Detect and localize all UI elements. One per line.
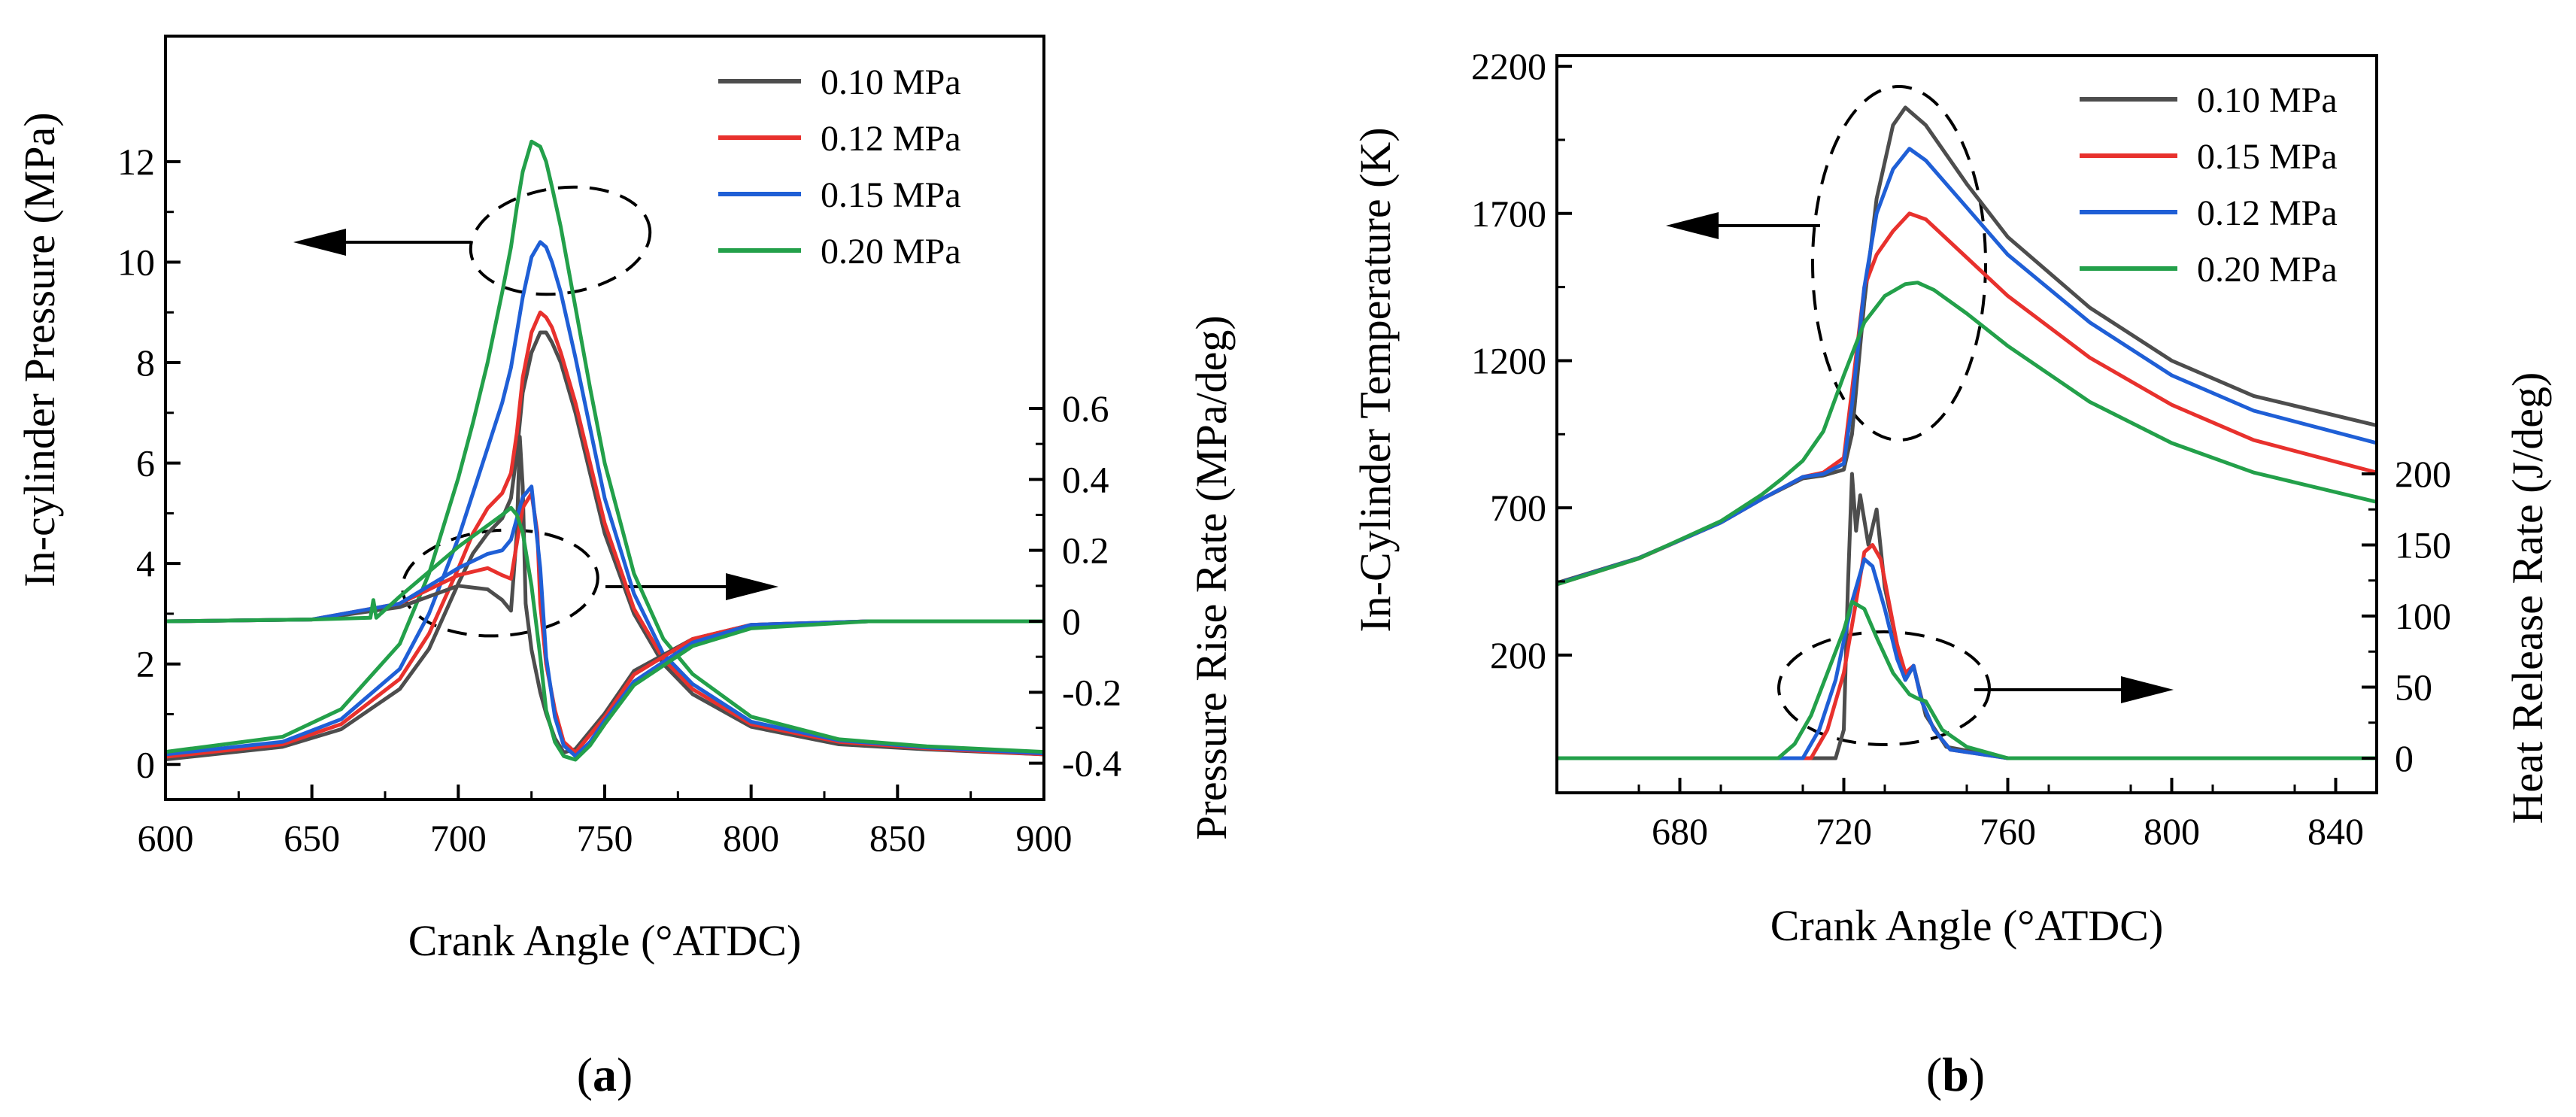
x-tick-label: 720 [1816, 810, 1872, 852]
x-tick-label: 700 [430, 817, 487, 859]
right-tick-label: 150 [2395, 524, 2451, 566]
left-tick-label: 10 [117, 241, 155, 283]
x-tick-label: 800 [723, 817, 779, 859]
arrow-left-icon [293, 229, 346, 256]
legend-label: 0.12 MPa [821, 119, 961, 159]
series-line-right-012 [165, 491, 1044, 754]
panel-a-right-axis-title: Pressure Rise Rate (MPa/deg) [1187, 315, 1236, 839]
panel-b-label: (b) [1926, 1048, 1985, 1101]
left-tick-label: 200 [1490, 634, 1546, 676]
legend-label: 0.12 MPa [2197, 193, 2338, 233]
panel-b-right-axis: 200 150 100 50 0 [2362, 453, 2451, 779]
x-tick-label: 680 [1652, 810, 1708, 852]
legend-label: 0.20 MPa [2197, 250, 2338, 290]
series-line-right-010 [1557, 472, 2377, 760]
panel-a-right-axis: 0.6 0.4 0.2 0 -0.2 -0.4 [1029, 387, 1121, 785]
right-tick-label: 50 [2395, 666, 2432, 709]
panel-a-annotations [293, 185, 778, 638]
panel-a-x-axis: 600 650 700 750 800 850 900 [138, 785, 1073, 859]
ellipse-pressure-rise-rate [401, 528, 599, 638]
panel-b-annotations [1666, 85, 2174, 746]
right-tick-label: 200 [2395, 453, 2451, 495]
x-tick-label: 800 [2144, 810, 2200, 852]
series-line-right-015 [165, 484, 1044, 758]
panel-b-left-axis-title: In-Cylinder Temperature (K) [1351, 127, 1400, 632]
legend-label: 0.10 MPa [2197, 80, 2338, 120]
left-tick-label: 6 [136, 442, 155, 484]
legend-label: 0.10 MPa [821, 62, 961, 102]
x-tick-label: 900 [1016, 817, 1073, 859]
right-tick-label: 0.6 [1062, 387, 1109, 429]
x-tick-label: 600 [138, 817, 194, 859]
right-tick-label: 100 [2395, 595, 2451, 637]
right-tick-label: 0 [1062, 600, 1081, 642]
panel-b-plot-area [1555, 54, 2378, 794]
right-tick-label: -0.4 [1062, 742, 1121, 785]
series-line-right-020 [165, 505, 1044, 762]
x-tick-label: 750 [577, 817, 633, 859]
panel-a-left-axis-title: In-cylinder Pressure (MPa) [15, 112, 64, 587]
left-tick-label: 12 [117, 141, 155, 183]
series-line-left-020 [1557, 281, 2377, 587]
right-tick-label: 0 [2395, 737, 2414, 779]
left-tick-label: 4 [136, 542, 155, 584]
series-line-right-010 [165, 435, 1044, 754]
ellipse-temperature-peaks [1811, 85, 1987, 442]
series-line-left-020 [165, 139, 1044, 754]
panel-a-legend: 0.10 MPa 0.12 MPa 0.15 MPa 0.20 MPa [718, 62, 961, 272]
panel-a-x-axis-title: Crank Angle (°ATDC) [408, 916, 802, 965]
x-tick-label: 850 [869, 817, 926, 859]
right-tick-label: -0.2 [1062, 671, 1121, 713]
right-tick-label: 0.2 [1062, 530, 1109, 572]
legend-label: 0.15 MPa [2197, 137, 2338, 177]
panel-b-x-axis-title: Crank Angle (°ATDC) [1770, 901, 2164, 950]
series-line-left-012 [165, 310, 1044, 759]
x-tick-label: 840 [2307, 810, 2364, 852]
panel-b-legend: 0.10 MPa 0.15 MPa 0.12 MPa 0.20 MPa [2080, 80, 2338, 290]
panel-b-chart: 680 720 760 800 840 200 700 1200 1700 2200 200 15… [1351, 45, 2552, 1101]
arrow-right-icon [2121, 676, 2174, 703]
panel-a-left-axis: 0 2 4 6 8 10 12 [117, 141, 181, 785]
arrow-right-icon [726, 573, 778, 600]
left-tick-label: 1700 [1471, 193, 1546, 235]
panel-a-label: (a) [577, 1048, 633, 1101]
series-line-left-012 [1557, 147, 2377, 586]
arrow-left-icon [1666, 212, 1719, 239]
left-tick-label: 700 [1490, 487, 1546, 529]
series-line-right-012 [1557, 557, 2377, 760]
ellipse-pressure-peaks [469, 185, 652, 296]
x-tick-label: 650 [284, 817, 340, 859]
right-tick-label: 0.4 [1062, 458, 1109, 500]
panel-b-series [1557, 105, 2377, 760]
left-tick-label: 1200 [1471, 339, 1546, 381]
panel-a-plot-area [164, 35, 1045, 801]
legend-label: 0.15 MPa [821, 175, 961, 215]
left-tick-label: 2 [136, 643, 155, 685]
panel-a-series [165, 139, 1044, 762]
series-line-left-015 [165, 240, 1044, 757]
ellipse-heat-release [1777, 630, 1991, 746]
series-line-right-020 [1557, 599, 2377, 760]
panel-b-x-axis: 680 720 760 800 840 [1555, 778, 2378, 852]
series-line-left-010 [1557, 105, 2377, 585]
legend-label: 0.20 MPa [821, 232, 961, 272]
x-tick-label: 760 [1980, 810, 2036, 852]
series-line-left-010 [165, 330, 1044, 762]
left-tick-label: 8 [136, 341, 155, 384]
left-tick-label: 0 [136, 743, 155, 785]
panel-b-left-axis: 200 700 1200 1700 2200 [1471, 45, 1572, 676]
left-tick-label: 2200 [1471, 45, 1546, 87]
panel-b-right-axis-title: Heat Release Rate (J/deg) [2503, 372, 2552, 824]
